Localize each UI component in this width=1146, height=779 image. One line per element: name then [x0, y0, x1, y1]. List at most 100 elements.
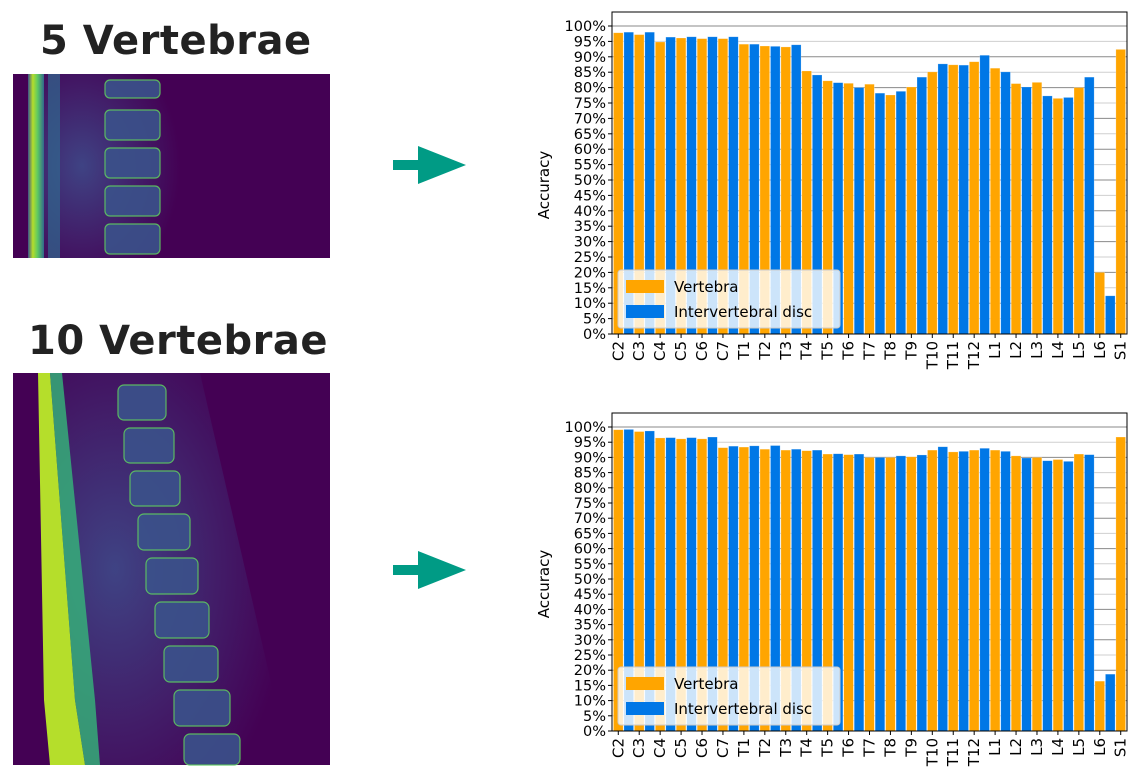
bar-vertebra — [1031, 82, 1043, 335]
legend-label-disc: Intervertebral disc — [674, 303, 812, 321]
bar-intervertebral-disc — [1021, 86, 1032, 335]
bar-intervertebral-disc — [958, 64, 969, 335]
bar-vertebra — [989, 67, 1001, 335]
x-tick-label: T8 — [881, 738, 899, 758]
bar-vertebra — [906, 86, 917, 335]
bar-vertebra — [927, 449, 938, 732]
x-tick-label: T4 — [798, 341, 816, 361]
y-tick-label: 40% — [574, 204, 606, 220]
bar-vertebra — [1073, 453, 1084, 732]
bar-vertebra — [843, 82, 854, 335]
y-tick-label: 100% — [565, 420, 606, 436]
arrow-icon — [393, 146, 466, 184]
accuracy-chart-5-vertebrae: 0%5%10%15%20%25%30%35%40%45%50%55%60%65%… — [535, 11, 1130, 370]
bar-vertebra — [969, 61, 980, 335]
x-tick-label: C7 — [714, 341, 732, 361]
x-tick-label: L6 — [1091, 738, 1109, 756]
bar-intervertebral-disc — [958, 451, 969, 732]
bar-intervertebral-disc — [895, 90, 907, 335]
y-axis-label: Accuracy — [535, 550, 553, 619]
y-tick-label: 75% — [574, 496, 606, 512]
bar-intervertebral-disc — [1000, 451, 1011, 732]
x-tick-label: C5 — [672, 341, 690, 361]
plot-frame — [611, 11, 1128, 335]
x-tick-label: T7 — [861, 341, 879, 361]
bar-vertebra — [1052, 98, 1064, 335]
y-tick-label: 15% — [574, 678, 606, 694]
mri-image-10-vertebrae — [13, 373, 330, 766]
x-tick-label: T8 — [881, 341, 899, 361]
x-tick-label: L3 — [1028, 341, 1046, 359]
y-tick-label: 20% — [574, 265, 606, 281]
bar-vertebra — [1010, 83, 1022, 335]
y-tick-label: 30% — [574, 235, 606, 251]
y-tick-label: 40% — [574, 602, 606, 618]
bar-intervertebral-disc — [1105, 295, 1116, 335]
x-tick-label: C4 — [651, 341, 669, 361]
x-tick-label: C6 — [693, 738, 711, 758]
legend-box — [617, 666, 841, 726]
legend-label-vertebra: Vertebra — [674, 278, 738, 296]
x-tick-label: L6 — [1091, 341, 1109, 359]
y-tick-label: 80% — [574, 481, 606, 497]
x-tick-label: S1 — [1112, 341, 1130, 360]
bar-vertebra — [948, 451, 959, 732]
y-tick-label: 50% — [574, 572, 606, 588]
y-tick-label: 80% — [574, 81, 606, 97]
legend: Vertebra Intervertebral disc — [617, 269, 841, 329]
y-tick-label: 70% — [574, 511, 606, 527]
bar-intervertebral-disc — [937, 63, 948, 335]
x-tick-label: T5 — [819, 341, 837, 361]
x-tick-label: L4 — [1049, 341, 1067, 359]
y-tick-label: 65% — [574, 526, 606, 542]
bar-intervertebral-disc — [874, 92, 886, 335]
x-tick-label: C6 — [693, 341, 711, 361]
legend-swatch-disc — [626, 702, 664, 715]
panel-title-5-vertebrae: 5 Vertebrae — [40, 18, 312, 64]
panel-title-10-vertebrae: 10 Vertebrae — [28, 318, 328, 364]
x-tick-label: T6 — [840, 738, 858, 758]
y-tick-label: 35% — [574, 618, 606, 634]
bar-vertebra — [864, 83, 875, 335]
y-tick-label: 5% — [583, 709, 606, 725]
x-tick-label: L5 — [1070, 341, 1088, 359]
bar-intervertebral-disc — [979, 447, 990, 732]
bar-vertebra — [843, 454, 854, 732]
bar-vertebra — [1073, 87, 1084, 335]
x-tick-label: C3 — [630, 341, 648, 361]
bar-vertebra — [885, 457, 896, 732]
bar-vertebra — [969, 449, 980, 732]
bar-vertebra — [1115, 436, 1126, 732]
y-tick-label: 55% — [574, 158, 606, 174]
bar-intervertebral-disc — [1063, 461, 1074, 732]
x-tick-label: L2 — [1007, 738, 1025, 756]
x-tick-label: C3 — [630, 738, 648, 758]
y-tick-label: 0% — [583, 724, 606, 740]
bar-intervertebral-disc — [916, 76, 927, 335]
y-tick-label: 15% — [574, 281, 606, 297]
x-tick-label: L5 — [1070, 738, 1088, 756]
bar-vertebra — [1031, 457, 1043, 732]
y-tick-label: 10% — [574, 296, 606, 312]
bar-intervertebral-disc — [1105, 673, 1116, 732]
x-tick-label: L2 — [1007, 341, 1025, 359]
bar-intervertebral-disc — [1021, 457, 1032, 732]
bar-intervertebral-disc — [874, 457, 886, 732]
y-tick-label: 10% — [574, 694, 606, 710]
x-tick-label: T9 — [902, 341, 920, 361]
x-tick-label: C2 — [609, 738, 627, 758]
x-tick-label: C4 — [651, 738, 669, 758]
bar-intervertebral-disc — [1063, 97, 1074, 335]
y-tick-label: 90% — [574, 50, 606, 66]
legend-label-vertebra: Vertebra — [674, 675, 738, 693]
x-tick-label: T5 — [819, 738, 837, 758]
x-tick-label: T7 — [861, 738, 879, 758]
x-tick-label: T1 — [735, 738, 753, 758]
x-tick-label: L3 — [1028, 738, 1046, 756]
y-tick-label: 75% — [574, 96, 606, 112]
bar-intervertebral-disc — [1000, 71, 1011, 335]
y-tick-label: 70% — [574, 111, 606, 127]
x-tick-label: T3 — [777, 738, 795, 758]
bar-intervertebral-disc — [1042, 95, 1053, 335]
